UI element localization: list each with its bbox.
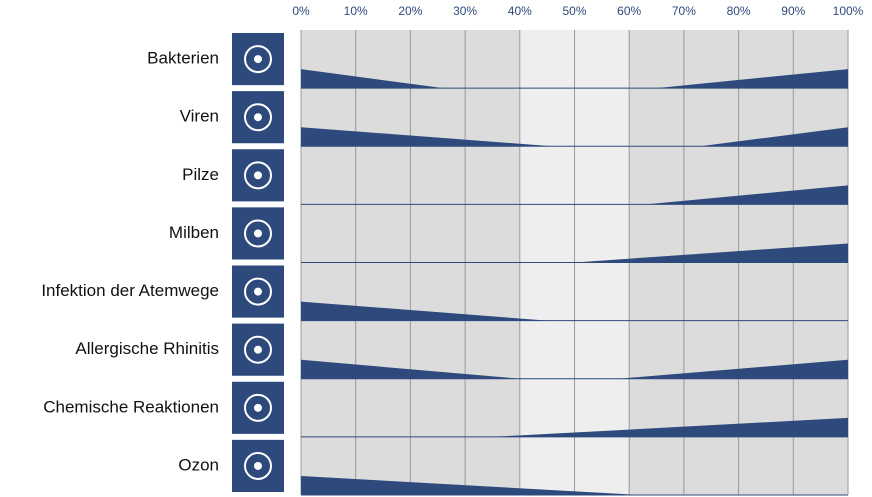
category-icon	[232, 323, 284, 376]
category-icon	[232, 91, 284, 144]
x-tick-label: 90%	[781, 4, 805, 18]
icon-glyph	[244, 335, 272, 364]
decline-wedge	[301, 69, 444, 89]
rise-wedge	[492, 417, 848, 437]
x-tick-label: 60%	[617, 4, 641, 18]
icon-glyph	[244, 451, 272, 480]
category-icon	[232, 439, 284, 492]
x-tick-label: 0%	[292, 4, 310, 18]
category-icon	[232, 33, 284, 86]
category-label: Chemische Reaktionen	[43, 397, 219, 416]
icon-glyph	[254, 55, 262, 64]
icon-glyph	[244, 45, 272, 74]
icon-glyph	[254, 171, 262, 180]
category-label: Ozon	[178, 455, 219, 474]
icon-glyph	[254, 229, 262, 238]
decline-wedge	[301, 301, 548, 321]
category-label: Infektion der Atemwege	[41, 281, 219, 300]
icon-glyph	[254, 113, 262, 122]
decline-wedge	[301, 127, 553, 147]
x-tick-label: 40%	[508, 4, 532, 18]
category-icon	[232, 207, 284, 260]
category-label: Viren	[180, 107, 219, 126]
icon-glyph	[244, 103, 272, 132]
rise-wedge	[656, 69, 848, 89]
icon-glyph	[244, 393, 272, 422]
x-tick-label: 100%	[833, 4, 864, 18]
icon-glyph	[244, 219, 272, 248]
category-label: Allergische Rhinitis	[75, 339, 219, 358]
category-label: Milben	[169, 223, 219, 242]
x-tick-label: 10%	[344, 4, 368, 18]
decline-wedge	[301, 476, 641, 495]
rise-wedge	[574, 243, 848, 263]
category-icon	[232, 381, 284, 434]
icon-glyph	[244, 161, 272, 190]
x-tick-label: 80%	[727, 4, 751, 18]
icon-glyph	[254, 287, 262, 296]
x-tick-label: 30%	[453, 4, 477, 18]
x-tick-label: 20%	[398, 4, 422, 18]
icon-glyph	[254, 461, 262, 470]
rise-wedge	[700, 127, 848, 147]
x-tick-label: 70%	[672, 4, 696, 18]
category-label: Pilze	[182, 165, 219, 184]
rise-wedge	[618, 359, 848, 379]
icon-glyph	[254, 345, 262, 354]
category-icon	[232, 149, 284, 202]
icon-glyph	[244, 277, 272, 306]
rise-wedge	[645, 185, 848, 205]
category-label: Bakterien	[147, 49, 219, 68]
x-tick-label: 50%	[562, 4, 586, 18]
decline-wedge	[301, 359, 520, 379]
category-icon	[232, 265, 284, 318]
icon-glyph	[254, 403, 262, 412]
